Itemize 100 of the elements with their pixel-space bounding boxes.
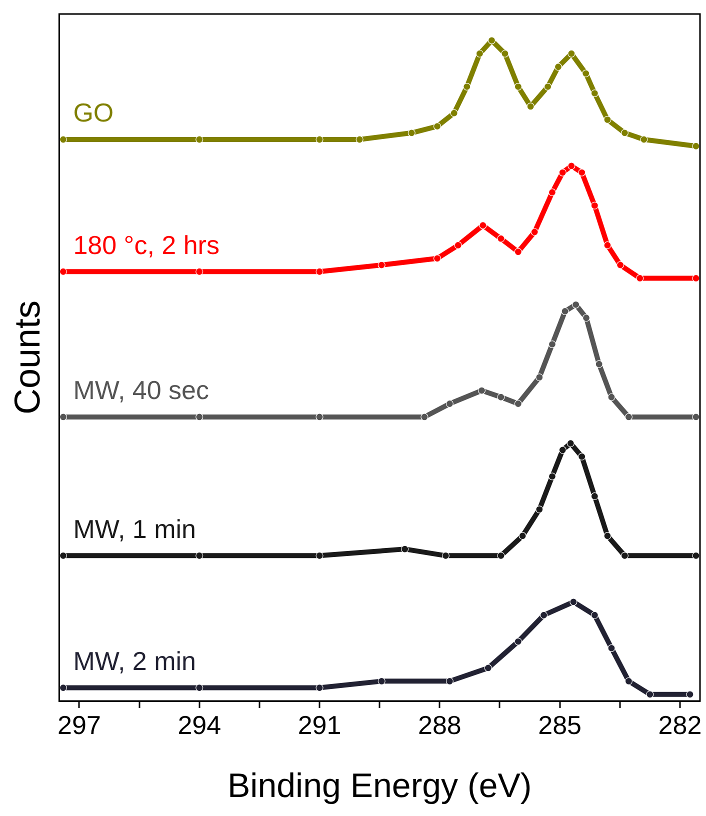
point [450, 109, 458, 117]
point [518, 532, 526, 540]
point [433, 122, 442, 130]
point [401, 545, 409, 553]
point [536, 374, 544, 382]
point [544, 82, 552, 90]
point [558, 168, 566, 176]
point [561, 307, 569, 316]
point [548, 472, 556, 480]
point [624, 413, 633, 421]
point [433, 254, 442, 262]
point [196, 413, 204, 421]
point [316, 552, 324, 560]
point [316, 684, 324, 692]
point [692, 413, 700, 421]
point [570, 598, 578, 606]
point [590, 611, 598, 619]
x-axis-title: Binding Energy (eV) [227, 766, 532, 805]
point [446, 677, 454, 685]
series-label: GO [73, 98, 114, 128]
point [582, 314, 590, 322]
point [620, 129, 629, 137]
x-tick-label: 297 [58, 710, 101, 740]
point [636, 274, 644, 282]
point [316, 413, 324, 421]
x-tick-label: 288 [418, 710, 462, 740]
point [530, 228, 538, 236]
point [578, 452, 586, 460]
point [646, 690, 654, 698]
point [572, 300, 580, 308]
point [568, 162, 576, 170]
point [408, 129, 416, 137]
series-label: MW, 2 min [73, 646, 196, 676]
point [420, 413, 428, 421]
point [59, 552, 68, 560]
point [514, 82, 522, 90]
x-tick-label: 294 [178, 710, 222, 740]
point [378, 677, 386, 685]
point [378, 261, 386, 269]
point [608, 393, 616, 401]
point [590, 492, 598, 500]
point [501, 50, 509, 58]
point [59, 136, 68, 144]
point [624, 677, 633, 685]
point [604, 241, 612, 249]
x-tick-label: 291 [298, 710, 342, 740]
point [316, 268, 324, 276]
x-tick-label: 285 [538, 710, 582, 740]
point [479, 222, 487, 230]
point [692, 142, 700, 150]
point [548, 340, 556, 348]
point [566, 440, 574, 448]
point [59, 413, 68, 421]
point [196, 684, 204, 692]
point [446, 400, 454, 408]
point [595, 360, 603, 368]
point [488, 36, 496, 44]
point [476, 50, 484, 58]
point [478, 386, 486, 394]
point [540, 611, 548, 619]
point [616, 261, 624, 269]
point [620, 552, 629, 560]
point [526, 102, 534, 110]
point [578, 168, 586, 176]
point [692, 552, 700, 560]
point [514, 638, 522, 646]
point [497, 552, 505, 560]
point [196, 552, 204, 560]
point [484, 664, 492, 672]
point [196, 136, 204, 144]
point [548, 188, 556, 196]
series-label: 180 °c, 2 hrs [73, 230, 220, 260]
point [442, 552, 450, 560]
point [554, 63, 562, 71]
point [590, 89, 598, 98]
point [558, 446, 566, 454]
point [590, 202, 598, 210]
point [497, 234, 505, 242]
point [497, 393, 505, 401]
point [59, 684, 68, 692]
point [463, 82, 471, 90]
point [356, 136, 364, 144]
point [514, 400, 522, 408]
point [692, 274, 700, 282]
point [536, 506, 544, 514]
point [514, 248, 522, 256]
y-axis-title: Counts [6, 300, 48, 415]
point [196, 268, 204, 276]
point [640, 136, 648, 144]
x-tick-label: 282 [658, 710, 702, 740]
series-label: MW, 40 sec [73, 375, 210, 406]
point [608, 644, 616, 652]
point [59, 268, 68, 276]
point [686, 690, 694, 698]
point [454, 241, 462, 249]
point [604, 532, 612, 540]
point [316, 136, 324, 144]
point [568, 50, 576, 58]
point [582, 70, 590, 78]
series-label: MW, 1 min [73, 514, 196, 544]
